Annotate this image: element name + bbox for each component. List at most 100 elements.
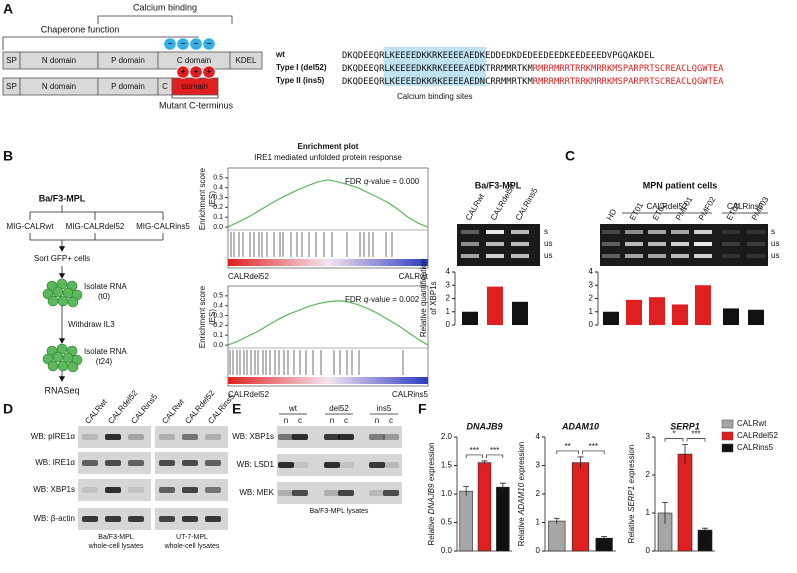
domain-label: SP	[6, 82, 17, 91]
group-label: ins5	[377, 404, 392, 413]
group-label: wt	[288, 404, 298, 413]
y-label-part: expression	[627, 445, 636, 484]
blot-band	[182, 487, 198, 493]
es-line	[227, 300, 429, 346]
legend-label: CALRins5	[737, 443, 774, 452]
gel-band	[694, 230, 712, 234]
domain-label: C	[162, 82, 168, 91]
sequence-part: DKQDEEQR	[342, 51, 385, 61]
panel-title: Ba/F3-MPL	[475, 180, 522, 190]
y-tick-label: 0.3	[213, 194, 223, 201]
row-label: WB: XBP1s	[33, 485, 75, 494]
bar	[512, 301, 528, 325]
lane-label: PMF02	[697, 195, 718, 222]
bar	[649, 297, 665, 325]
domain-label: N domain	[42, 56, 76, 65]
annotation: Calcium binding	[133, 2, 197, 12]
group-label: CALRdel52	[647, 202, 688, 211]
blot-band	[128, 516, 144, 522]
y-tick-label: 4	[446, 267, 451, 276]
gel-band	[722, 254, 740, 258]
blot-band	[278, 462, 294, 468]
gel-band	[747, 230, 765, 234]
bar	[459, 490, 473, 552]
annotation: Mutant C-terminus	[159, 100, 234, 110]
y-label-part: expression	[427, 442, 436, 481]
sequence-part: LKEEEEDKKRKEEEEAEDN	[384, 77, 485, 87]
row-label: WB: MEK	[239, 488, 274, 497]
gel-band	[671, 230, 689, 234]
y-label: Relative DNAJB9 expression	[427, 442, 436, 545]
blot-band	[182, 460, 198, 466]
y-label-part: SERP1	[627, 486, 636, 512]
annotation: Chaperone function	[41, 24, 120, 34]
gel-band	[461, 230, 479, 234]
chart-title: DNAJB9	[466, 421, 502, 431]
fraction-label: c	[344, 416, 348, 425]
charge: −	[181, 39, 186, 48]
significance: ***	[589, 442, 598, 451]
band-label: s	[771, 227, 775, 236]
blot-band	[278, 434, 294, 440]
blot-band	[205, 516, 221, 522]
fraction-label: n	[330, 416, 334, 425]
mutant-charge	[189, 65, 203, 79]
calcium-site	[189, 37, 203, 51]
blot-band	[182, 516, 198, 522]
gel-band	[671, 242, 689, 246]
group-label: CALRins5	[727, 202, 764, 211]
y-tick-label: 1	[446, 307, 451, 316]
blot-band	[324, 434, 340, 440]
y-tick-label: 2.0	[441, 432, 453, 441]
row-label: WB: LSD1	[237, 460, 275, 469]
annotation: Calcium binding sites	[397, 92, 473, 101]
y-label-part: Relative	[517, 517, 526, 546]
fraction-label: c	[389, 416, 393, 425]
y-label: (ES)	[208, 191, 217, 207]
gel-band	[602, 242, 620, 246]
mutant-charge	[176, 65, 190, 79]
binding-highlight	[383, 47, 487, 86]
significance-bracket	[582, 450, 605, 454]
caption: whole-cell lysates	[88, 543, 144, 550]
legend-swatch	[721, 431, 734, 441]
bracket	[97, 15, 233, 24]
blot-band	[82, 434, 98, 440]
blot-band	[292, 462, 308, 468]
blot-band	[369, 490, 385, 496]
gel-band	[625, 242, 643, 246]
gel-band	[511, 230, 529, 234]
y-tick-label: 0.5	[213, 175, 223, 182]
bar	[697, 529, 713, 552]
step: Isolate RNA	[84, 282, 127, 291]
gel-band	[694, 254, 712, 258]
gel-band	[461, 242, 479, 246]
significance: **	[565, 442, 571, 451]
error-bar	[682, 444, 688, 464]
y-tick-label: 0.1	[213, 332, 223, 339]
y-tick-label: 0	[646, 546, 651, 555]
sequence-part: LKEEEEDKKRKEEEEAEDK	[384, 64, 485, 74]
y-label: Relative SERP1 expression	[627, 445, 636, 544]
gel-band	[648, 242, 666, 246]
y-tick-label: 0.5	[213, 293, 223, 300]
caption: Ba/F3-MPL lysates	[310, 508, 369, 515]
plot-subtitle: IRE1 mediated unfolded protein response	[254, 153, 402, 162]
error-bar	[577, 456, 584, 469]
sequence-part: EDDEDKDEDEEDEEDKEEDEEEDVPGQAKDEL	[485, 51, 654, 61]
y-tick-label: 2	[536, 489, 541, 498]
cell-line: Ba/F3-MPL	[39, 193, 86, 203]
error-bar	[481, 460, 488, 465]
bar	[677, 453, 693, 552]
y-tick-label: 0.5	[441, 518, 453, 527]
y-tick-label: 4	[589, 267, 594, 276]
y-tick-label: 0.0	[213, 224, 223, 231]
y-tick-label: 2	[446, 294, 451, 303]
error-bar	[662, 501, 668, 524]
panel-label: A	[3, 1, 13, 17]
row-label: WB: pIRE1α	[31, 432, 76, 441]
step: Isolate RNA	[84, 347, 127, 356]
significance-bracket	[686, 438, 706, 442]
